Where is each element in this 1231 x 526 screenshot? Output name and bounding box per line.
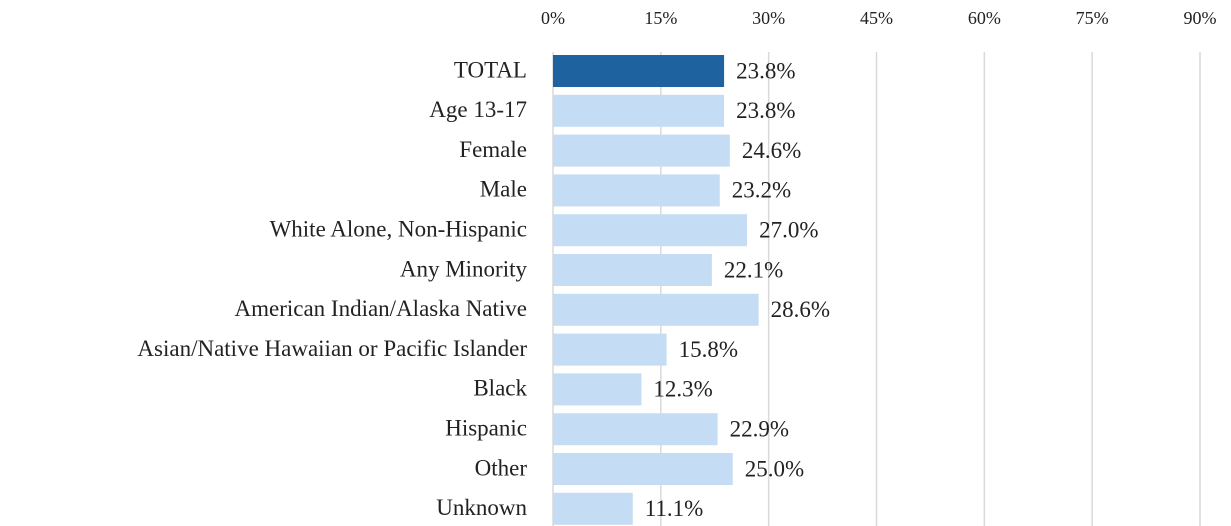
category-label: Other [475, 455, 528, 480]
value-label: 15.8% [679, 337, 738, 362]
bar [553, 254, 712, 286]
category-label: Age 13-17 [429, 97, 527, 122]
value-label: 23.8% [736, 58, 795, 83]
value-label: 28.6% [771, 297, 830, 322]
x-tick-label: 15% [644, 8, 677, 28]
category-label: TOTAL [454, 57, 527, 82]
category-label: Unknown [436, 495, 527, 520]
bar [553, 174, 720, 207]
value-label: 23.2% [732, 178, 791, 203]
bar [553, 134, 730, 167]
x-tick-label: 30% [752, 8, 785, 28]
value-label: 25.0% [745, 456, 804, 481]
x-tick-label: 90% [1184, 8, 1217, 28]
x-tick-label: 45% [860, 8, 893, 28]
bar [553, 333, 667, 366]
bar [553, 373, 642, 406]
value-label: 22.1% [724, 257, 783, 282]
category-label: White Alone, Non-Hispanic [270, 216, 527, 241]
category-label: Black [473, 376, 527, 401]
bar [553, 293, 759, 326]
x-tick-label: 0% [541, 8, 565, 28]
bar [553, 94, 725, 127]
category-label: Asian/Native Hawaiian or Pacific Islande… [137, 336, 527, 361]
value-label: 24.6% [742, 138, 801, 163]
value-label: 12.3% [653, 377, 712, 402]
category-label: Hispanic [445, 415, 527, 440]
value-label: 27.0% [759, 217, 818, 242]
bar [553, 492, 633, 525]
category-label: Female [459, 137, 527, 162]
bar [553, 55, 725, 87]
value-label: 22.9% [730, 416, 789, 441]
value-label: 23.8% [736, 98, 795, 123]
bar [553, 453, 733, 485]
x-tick-label: 75% [1076, 8, 1109, 28]
bar [553, 413, 718, 446]
bar [553, 214, 748, 247]
category-label: American Indian/Alaska Native [235, 296, 528, 321]
value-label: 11.1% [645, 496, 704, 521]
category-label: Any Minority [400, 256, 528, 281]
x-tick-label: 60% [968, 8, 1001, 28]
category-label: Male [480, 177, 527, 202]
